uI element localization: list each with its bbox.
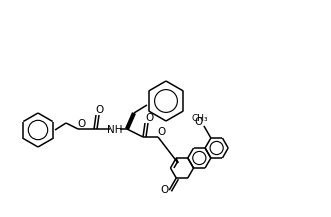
Text: NH: NH — [107, 125, 123, 135]
Text: O: O — [145, 113, 153, 123]
Text: O: O — [160, 185, 168, 195]
Text: O: O — [195, 117, 203, 127]
Text: O: O — [96, 105, 104, 115]
Text: O: O — [157, 127, 165, 137]
Text: CH₃: CH₃ — [192, 114, 208, 123]
Text: O: O — [77, 119, 85, 129]
